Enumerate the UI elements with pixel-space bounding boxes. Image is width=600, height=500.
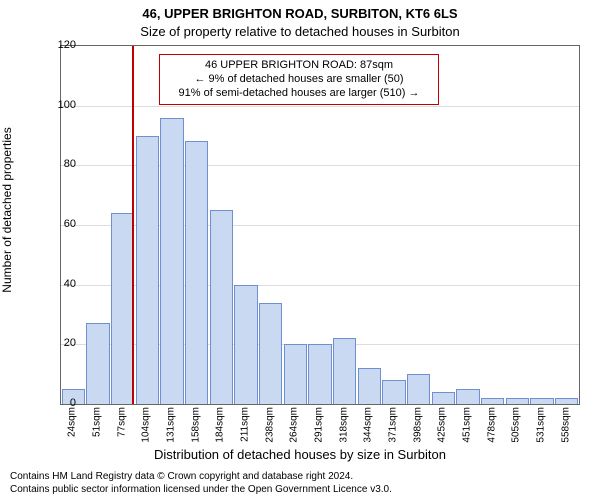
- y-axis-label: Number of detached properties: [0, 0, 14, 420]
- histogram-bar: [210, 210, 233, 404]
- y-tick-label: 60: [46, 218, 76, 230]
- histogram-bar: [86, 323, 109, 404]
- attribution-line: Contains HM Land Registry data © Crown c…: [10, 471, 590, 484]
- histogram-bar: [555, 398, 578, 404]
- x-tick-label: 24sqm: [67, 407, 78, 437]
- x-tick-label: 104sqm: [141, 407, 152, 443]
- x-tick-label: 291sqm: [314, 407, 325, 443]
- y-tick-label: 40: [46, 278, 76, 290]
- y-tick-label: 20: [46, 337, 76, 349]
- x-tick-label: 318sqm: [338, 407, 349, 443]
- histogram-bar: [530, 398, 553, 404]
- property-size-marker: [132, 46, 134, 404]
- histogram-bar: [358, 368, 381, 404]
- attribution-line: Contains public sector information licen…: [10, 484, 590, 497]
- histogram-bar: [506, 398, 529, 404]
- histogram-bar: [456, 389, 479, 404]
- histogram-bar: [160, 118, 183, 404]
- callout-line: ← 9% of detached houses are smaller (50): [168, 73, 430, 87]
- histogram-bar: [308, 344, 331, 404]
- x-tick-label: 238sqm: [264, 407, 275, 443]
- histogram-bar: [382, 380, 405, 404]
- y-tick-label: 80: [46, 158, 76, 170]
- x-tick-label: 344sqm: [363, 407, 374, 443]
- histogram-bar: [234, 285, 257, 404]
- histogram-bar: [407, 374, 430, 404]
- histogram-plot: 46 UPPER BRIGHTON ROAD: 87sqm← 9% of det…: [60, 45, 580, 405]
- x-tick-label: 184sqm: [215, 407, 226, 443]
- histogram-bar: [333, 338, 356, 404]
- x-tick-label: 425sqm: [437, 407, 448, 443]
- attribution-text: Contains HM Land Registry data © Crown c…: [10, 471, 590, 496]
- x-tick-label: 531sqm: [536, 407, 547, 443]
- histogram-bar: [136, 136, 159, 405]
- histogram-bar: [259, 303, 282, 404]
- gridline-h: [61, 106, 579, 107]
- histogram-bar: [432, 392, 455, 404]
- callout-box: 46 UPPER BRIGHTON ROAD: 87sqm← 9% of det…: [159, 54, 439, 105]
- x-tick-label: 451sqm: [462, 407, 473, 443]
- x-tick-label: 51sqm: [92, 407, 103, 437]
- histogram-bar: [185, 141, 208, 404]
- x-tick-label: 478sqm: [486, 407, 497, 443]
- x-tick-label: 131sqm: [166, 407, 177, 443]
- y-tick-label: 120: [46, 39, 76, 51]
- x-axis-label: Distribution of detached houses by size …: [0, 447, 600, 462]
- callout-line: 91% of semi-detached houses are larger (…: [168, 87, 430, 101]
- x-tick-label: 505sqm: [511, 407, 522, 443]
- histogram-bar: [481, 398, 504, 404]
- x-tick-label: 77sqm: [116, 407, 127, 437]
- x-tick-label: 371sqm: [388, 407, 399, 443]
- chart-address-title: 46, UPPER BRIGHTON ROAD, SURBITON, KT6 6…: [0, 6, 600, 21]
- x-tick-label: 398sqm: [412, 407, 423, 443]
- x-tick-label: 158sqm: [190, 407, 201, 443]
- x-tick-label: 264sqm: [289, 407, 300, 443]
- x-tick-label: 558sqm: [560, 407, 571, 443]
- callout-line: 46 UPPER BRIGHTON ROAD: 87sqm: [168, 59, 430, 73]
- histogram-bar: [284, 344, 307, 404]
- chart-subtitle: Size of property relative to detached ho…: [0, 24, 600, 39]
- y-tick-label: 100: [46, 99, 76, 111]
- x-tick-label: 211sqm: [240, 407, 251, 442]
